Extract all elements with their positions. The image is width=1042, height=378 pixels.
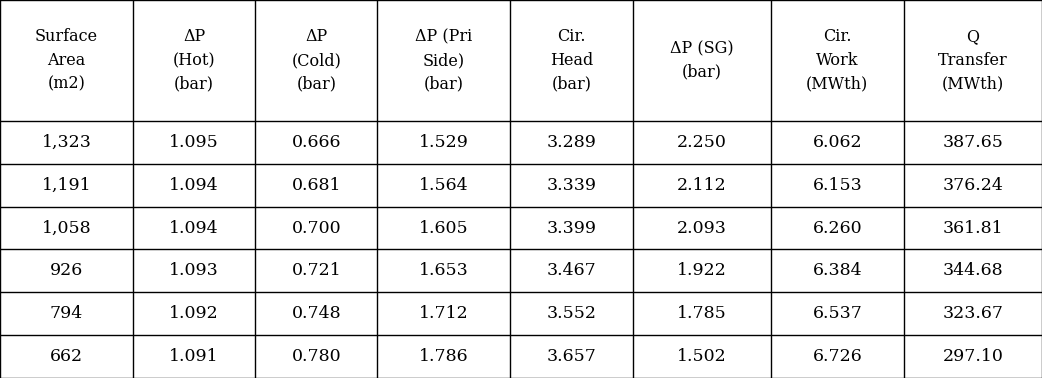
Text: 361.81: 361.81 xyxy=(943,220,1003,237)
Text: 6.153: 6.153 xyxy=(813,177,862,194)
Text: 297.10: 297.10 xyxy=(942,348,1003,365)
Text: ΔP
(Cold)
(bar): ΔP (Cold) (bar) xyxy=(292,28,342,93)
Text: 1.605: 1.605 xyxy=(419,220,469,237)
Text: 0.721: 0.721 xyxy=(292,262,341,279)
Text: 1.093: 1.093 xyxy=(169,262,219,279)
Text: 3.552: 3.552 xyxy=(546,305,596,322)
Text: 1.653: 1.653 xyxy=(419,262,469,279)
Text: 1.502: 1.502 xyxy=(677,348,726,365)
Text: 1.922: 1.922 xyxy=(677,262,726,279)
Text: ΔP
(Hot)
(bar): ΔP (Hot) (bar) xyxy=(173,28,216,93)
Text: 3.657: 3.657 xyxy=(547,348,596,365)
Text: 1.092: 1.092 xyxy=(169,305,219,322)
Text: 926: 926 xyxy=(50,262,83,279)
Text: 6.062: 6.062 xyxy=(813,134,862,151)
Text: 6.260: 6.260 xyxy=(813,220,862,237)
Text: 0.681: 0.681 xyxy=(292,177,341,194)
Text: 387.65: 387.65 xyxy=(942,134,1003,151)
Text: ΔP (SG)
(bar): ΔP (SG) (bar) xyxy=(670,40,734,81)
Text: 1.712: 1.712 xyxy=(419,305,469,322)
Text: 1.564: 1.564 xyxy=(419,177,469,194)
Text: 0.666: 0.666 xyxy=(292,134,341,151)
Text: 794: 794 xyxy=(50,305,83,322)
Text: 6.726: 6.726 xyxy=(813,348,862,365)
Text: 3.467: 3.467 xyxy=(547,262,596,279)
Text: 1,191: 1,191 xyxy=(42,177,92,194)
Text: 344.68: 344.68 xyxy=(943,262,1003,279)
Text: 6.537: 6.537 xyxy=(813,305,863,322)
Text: 0.700: 0.700 xyxy=(292,220,341,237)
Text: 0.748: 0.748 xyxy=(292,305,341,322)
Text: 0.780: 0.780 xyxy=(292,348,341,365)
Text: 3.399: 3.399 xyxy=(546,220,596,237)
Text: 1.095: 1.095 xyxy=(169,134,219,151)
Text: 1.529: 1.529 xyxy=(419,134,469,151)
Text: 1.091: 1.091 xyxy=(169,348,219,365)
Text: 1.094: 1.094 xyxy=(169,177,219,194)
Text: 1,058: 1,058 xyxy=(42,220,92,237)
Text: Q
Transfer
(MWth): Q Transfer (MWth) xyxy=(938,28,1008,93)
Text: 662: 662 xyxy=(50,348,83,365)
Text: 3.339: 3.339 xyxy=(546,177,596,194)
Text: 2.093: 2.093 xyxy=(677,220,726,237)
Text: 2.112: 2.112 xyxy=(677,177,726,194)
Text: Cir.
Head
(bar): Cir. Head (bar) xyxy=(550,28,593,93)
Text: 1,323: 1,323 xyxy=(42,134,92,151)
Text: 2.250: 2.250 xyxy=(677,134,726,151)
Text: 1.785: 1.785 xyxy=(677,305,726,322)
Text: 323.67: 323.67 xyxy=(942,305,1003,322)
Text: 6.384: 6.384 xyxy=(813,262,862,279)
Text: ΔP (Pri
Side)
(bar): ΔP (Pri Side) (bar) xyxy=(416,28,472,93)
Text: 1.786: 1.786 xyxy=(419,348,469,365)
Text: 376.24: 376.24 xyxy=(942,177,1003,194)
Text: 1.094: 1.094 xyxy=(169,220,219,237)
Text: 3.289: 3.289 xyxy=(547,134,596,151)
Text: Cir.
Work
(MWth): Cir. Work (MWth) xyxy=(807,28,868,93)
Text: Surface
Area
(m2): Surface Area (m2) xyxy=(34,28,98,93)
